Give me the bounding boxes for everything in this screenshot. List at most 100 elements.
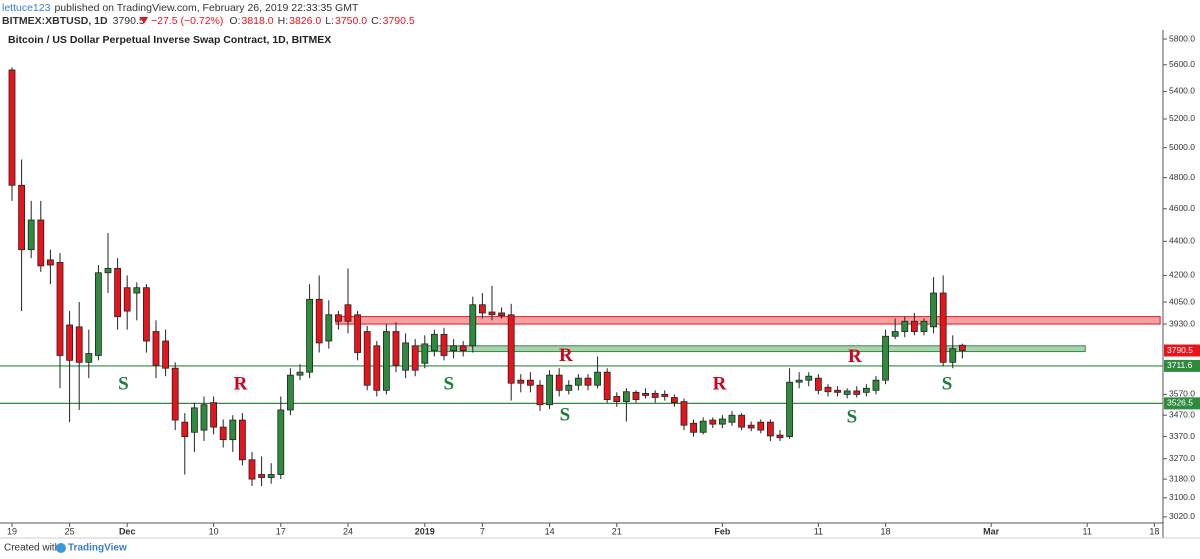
- y-tick-label: 5600.0: [1169, 59, 1195, 69]
- candle-body: [162, 340, 169, 369]
- y-tick-label: 3100.0: [1169, 492, 1195, 502]
- candle-body: [411, 345, 419, 371]
- candle-body: [277, 409, 285, 475]
- candle-body: [891, 331, 899, 337]
- price-tag: [1164, 397, 1200, 410]
- zone: [335, 316, 1161, 325]
- symbol: BITMEX:XBTUSD, 1D: [2, 15, 108, 27]
- candle-body: [872, 379, 880, 391]
- candle-body: [805, 375, 813, 381]
- annotation: S: [443, 374, 454, 395]
- candle-body: [680, 401, 688, 426]
- annotation: R: [559, 345, 573, 366]
- ohlc-label: L:: [325, 15, 334, 27]
- ohlc-label: H:: [278, 15, 289, 27]
- candle-body: [699, 420, 707, 433]
- x-tick-label: 25: [65, 526, 75, 536]
- candle-body: [152, 331, 160, 366]
- candle-body: [421, 343, 429, 364]
- candle-body: [46, 259, 54, 266]
- candle-body: [37, 219, 45, 267]
- candle-body: [123, 287, 131, 312]
- candle-body: [930, 292, 937, 328]
- candle-body: [18, 184, 25, 251]
- candle-body: [536, 384, 544, 406]
- candle-body: [622, 391, 630, 403]
- y-tick-label: 5800.0: [1169, 33, 1195, 43]
- y-tick-label: 3930.0: [1169, 318, 1195, 328]
- candle-body: [949, 348, 957, 363]
- candle-body: [248, 459, 256, 480]
- x-tick-label: Dec: [119, 526, 136, 536]
- candle-body: [373, 345, 381, 391]
- zone: [417, 345, 1086, 353]
- candle-body: [555, 374, 563, 391]
- annotation: R: [848, 346, 862, 367]
- candle-body: [843, 390, 851, 395]
- candle-body: [718, 418, 726, 425]
- candle-body: [200, 404, 208, 431]
- candle-body: [546, 374, 553, 406]
- candle-body: [334, 314, 342, 322]
- footer-brand[interactable]: TradingView: [68, 543, 127, 554]
- y-tick-label: 3270.0: [1169, 453, 1195, 463]
- candle-body: [459, 345, 467, 352]
- annotation: R: [713, 374, 727, 395]
- candle-body: [190, 407, 198, 433]
- candle-body: [75, 326, 83, 363]
- ohlc-value: 3818.0: [241, 15, 273, 27]
- chart-title: Bitcoin / US Dollar Perpetual Inverse Sw…: [8, 34, 331, 46]
- candle-body: [133, 287, 141, 294]
- candle-body: [56, 262, 64, 356]
- ohlc-value: 3750.0: [335, 15, 367, 27]
- candle-body: [402, 342, 409, 371]
- annotation: S: [847, 407, 858, 428]
- author[interactable]: lettuce123: [2, 2, 51, 14]
- candle-body: [574, 377, 582, 386]
- x-tick-label: 17: [276, 526, 286, 536]
- candle-body: [776, 434, 784, 439]
- last-price: 3790.5: [113, 15, 145, 27]
- candle-body: [8, 69, 16, 186]
- candle-body: [469, 304, 477, 347]
- candle-body: [517, 379, 525, 384]
- candle-body: [862, 387, 870, 393]
- candle-body: [632, 391, 640, 400]
- candle-body: [267, 474, 275, 478]
- candle-body: [651, 392, 659, 398]
- candle-body: [354, 314, 361, 353]
- candle-body: [85, 353, 93, 363]
- candle-body: [498, 312, 505, 317]
- candle-body: [910, 320, 918, 332]
- x-tick-label: 14: [545, 526, 555, 536]
- candle-body: [939, 292, 947, 363]
- annotation: R: [234, 374, 248, 395]
- candle-body: [104, 268, 112, 274]
- candle-body: [229, 419, 237, 441]
- y-tick-label: 5400.0: [1169, 86, 1195, 96]
- price-tag: [1164, 359, 1200, 372]
- candle-body: [344, 304, 352, 322]
- x-tick-label: Mar: [983, 526, 1000, 536]
- candle-body: [238, 419, 246, 461]
- candle-body: [430, 333, 438, 352]
- candle-body: [709, 419, 717, 425]
- candle-body: [728, 414, 736, 423]
- candle-body: [325, 314, 333, 342]
- candle-body: [258, 474, 265, 478]
- candle-body: [171, 367, 179, 421]
- candle-body: [670, 397, 678, 404]
- y-tick-label: 4050.0: [1169, 296, 1195, 306]
- x-tick-label: 18: [1149, 526, 1159, 536]
- price-tag-label: 3711.6: [1167, 360, 1193, 370]
- candle-body: [488, 311, 496, 316]
- candle-body: [661, 393, 669, 397]
- y-tick-label: 3180.0: [1169, 473, 1195, 483]
- candle-body: [363, 331, 371, 386]
- candle-body: [690, 422, 697, 433]
- candle-body: [747, 424, 755, 429]
- ohlc-value: 3790.5: [383, 15, 415, 27]
- candle-body: [315, 298, 323, 344]
- candle-body: [584, 377, 592, 386]
